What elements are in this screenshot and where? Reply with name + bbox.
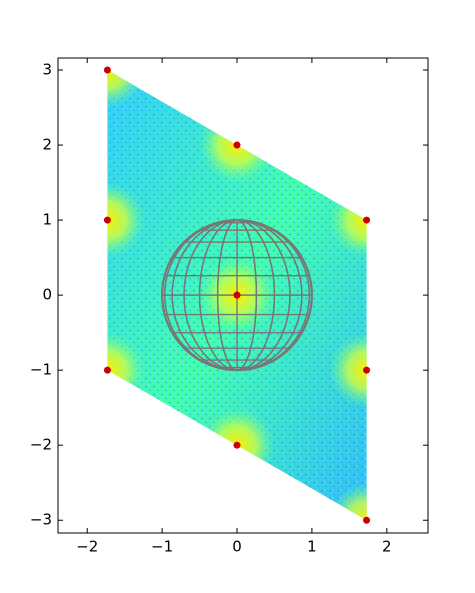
point [103,66,111,74]
y-tick-label: 1 [42,211,52,229]
x-tick-label: −1 [151,538,173,556]
point [363,366,371,374]
x-tick-label: 0 [232,538,242,556]
point [363,516,371,524]
hotspot [328,482,367,521]
sphere [161,218,314,372]
y-tick-label: −1 [30,361,52,379]
point [103,216,111,224]
point [363,216,371,224]
hotspot [328,332,367,409]
y-tick-label: 3 [42,61,52,79]
sphere-outline [161,218,314,372]
x-tick-label: 2 [382,538,392,556]
point [233,291,241,299]
x-tick-label: −2 [76,538,98,556]
y-tick-label: −3 [30,511,52,529]
y-tick-label: 2 [42,136,52,154]
y-tick-label: −2 [30,436,52,454]
hotspot [107,182,146,259]
y-tick-label: 0 [42,286,52,304]
point [233,441,241,449]
hotspot [107,70,146,109]
point [103,366,111,374]
x-tick-label: 1 [307,538,317,556]
point [233,141,241,149]
